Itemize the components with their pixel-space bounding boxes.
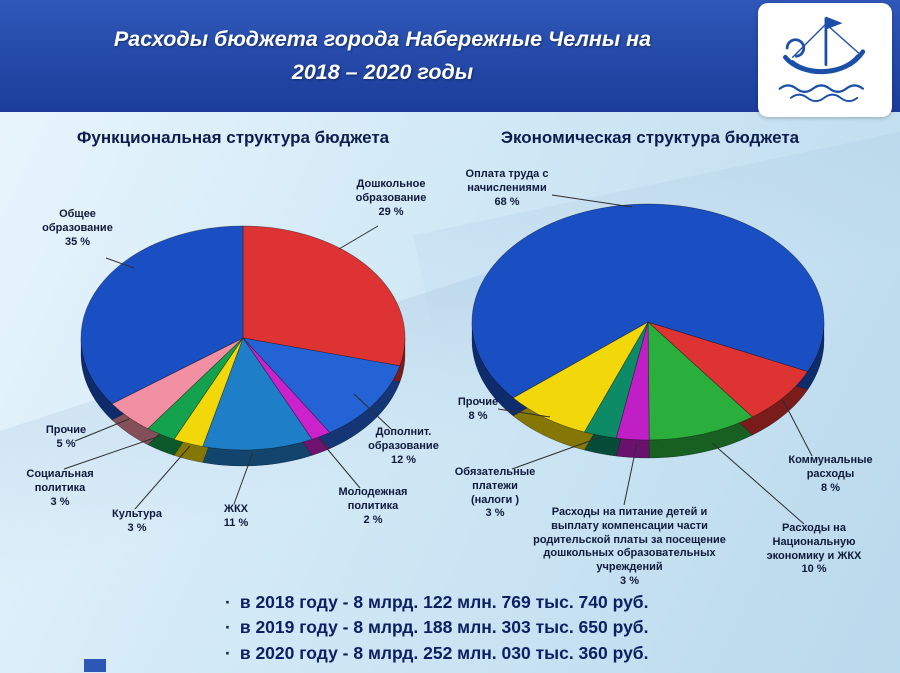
slice-label-text: Прочие bbox=[457, 396, 499, 408]
slice-pct: 3 % bbox=[127, 521, 147, 534]
slice-label-kultura: Культура 3 % bbox=[104, 508, 170, 536]
budget-total-2020: в 2020 году - 8 млрд. 252 млн. 030 тыс. … bbox=[239, 642, 649, 663]
leader-lines bbox=[497, 194, 813, 525]
slice-label-obyazatelnye-platezhi: Обязательные платежи (налоги ) 3 % bbox=[452, 466, 538, 521]
slice-label-text: Расходы на Национальную экономику и ЖКХ bbox=[766, 522, 862, 562]
budget-total-2019: в 2019 году - 8 млрд. 188 млн. 303 тыс. … bbox=[239, 617, 649, 638]
slice-label-sotsialnaya-politika: Социальная политика 3 % bbox=[16, 468, 104, 509]
slice-label-text: Оплата труда с начислениями bbox=[465, 168, 549, 194]
economic-structure-chart: Оплата труда с начислениями 68 % Прочие … bbox=[452, 150, 900, 590]
slice-label-raskhody-na-pitanie: Расходы на питание детей и выплату компе… bbox=[532, 506, 727, 589]
slice-label-zhkh: ЖКХ 11 % bbox=[206, 503, 266, 531]
slice-label-text: ЖКХ bbox=[224, 503, 248, 515]
slice-pct: 68 % bbox=[494, 195, 520, 208]
slice-label-prochie: Прочие 8 % bbox=[452, 396, 504, 424]
slice-label-text: Дополнит. образование bbox=[368, 426, 439, 452]
logo-box bbox=[758, 3, 892, 117]
slice-label-text: Социальная политика bbox=[26, 468, 94, 494]
slice-label-molodezhnaya-politika: Молодежная политика 2 % bbox=[323, 486, 423, 527]
pie-slices bbox=[471, 203, 825, 459]
slice-label-text: Обязательные платежи (налоги ) bbox=[454, 466, 536, 506]
slice-label-text: Молодежная политика bbox=[338, 486, 408, 512]
pie-slices bbox=[80, 225, 406, 467]
slice-label-text: Коммунальные расходы bbox=[788, 454, 873, 480]
slice-pct: 12 % bbox=[390, 453, 417, 466]
slice-label-text: Общее образование bbox=[42, 208, 113, 234]
bullet: · bbox=[225, 642, 231, 663]
page-title-line1: Расходы бюджета города Набережные Челны … bbox=[113, 26, 652, 51]
slice-pct: 29 % bbox=[378, 205, 404, 218]
functional-structure-chart: Общее образование 35 % Дошкольное образо… bbox=[8, 158, 453, 588]
budget-totals: · в 2018 году - 8 млрд. 122 млн. 769 тыс… bbox=[225, 590, 648, 666]
slice-pct: 11 % bbox=[223, 516, 249, 529]
slice-pct: 35 % bbox=[64, 235, 91, 248]
page-title-line2: 2018 – 2020 годы bbox=[291, 60, 474, 84]
bullet: · bbox=[225, 617, 231, 638]
chart-title-economic: Экономическая структура бюджета bbox=[500, 128, 800, 147]
slice-label-text: Прочие bbox=[45, 424, 87, 436]
slice-pct: 3 % bbox=[620, 574, 639, 587]
slice-pct: 10 % bbox=[801, 563, 827, 576]
pie-chart-functional bbox=[63, 225, 406, 510]
budget-total-2018: в 2018 году - 8 млрд. 122 млн. 769 тыс. … bbox=[239, 592, 649, 612]
slice-pct: 3 % bbox=[50, 495, 70, 508]
slice-label-text: Культура bbox=[112, 508, 162, 520]
slice-label-oplata-truda: Оплата труда с начислениями 68 % bbox=[452, 168, 562, 209]
corner-decoration bbox=[84, 659, 106, 672]
chart-title-functional: Функциональная структура бюджета bbox=[76, 128, 390, 147]
slice-label-kommunalnye-raskhody: Коммунальные расходы 8 % bbox=[778, 454, 883, 495]
slice-label-text: Расходы на питание детей и выплату компе… bbox=[533, 506, 726, 573]
pie-chart-economic bbox=[471, 194, 825, 525]
slice-pct: 8 % bbox=[468, 409, 488, 422]
slice-pct: 3 % bbox=[485, 507, 505, 520]
slice-label-obshchee-obrazovanie: Общее образование 35 % bbox=[30, 208, 125, 249]
bullet: · bbox=[225, 592, 231, 612]
slice-label-text: Дошкольное образование bbox=[355, 178, 427, 204]
leader-lines bbox=[63, 225, 392, 510]
slice-pct: 2 % bbox=[363, 513, 383, 526]
slice-label-doshkolnoe-obrazovanie: Дошкольное образование 29 % bbox=[336, 178, 446, 219]
slice-pct: 5 % bbox=[56, 437, 76, 450]
budget-total-row-2019: · в 2019 году - 8 млрд. 188 млн. 303 тыс… bbox=[225, 615, 648, 640]
slice-label-natsionalnaya-ekonomika: Расходы на Национальную экономику и ЖКХ … bbox=[755, 522, 873, 577]
budget-total-row-2018: · в 2018 году - 8 млрд. 122 млн. 769 тыс… bbox=[225, 590, 648, 615]
slice-label-dopolnit-obrazovanie: Дополнит. образование 12 % bbox=[356, 426, 451, 467]
budget-total-row-2020: · в 2020 году - 8 млрд. 252 млн. 030 тыс… bbox=[225, 641, 648, 666]
ship-logo-icon bbox=[778, 16, 866, 102]
slice-pct: 8 % bbox=[821, 481, 840, 494]
page-title: Расходы бюджета города Набережные Челны … bbox=[114, 23, 651, 90]
slice-label-prochie: Прочие 5 % bbox=[36, 424, 96, 452]
header: Расходы бюджета города Набережные Челны … bbox=[0, 0, 900, 112]
